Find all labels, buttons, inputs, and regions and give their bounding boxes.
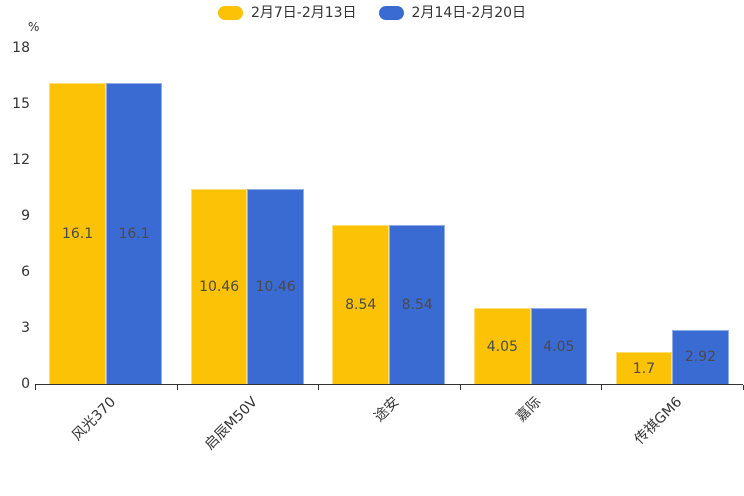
y-tick-label: 0 (21, 376, 30, 392)
y-axis-unit-label: % (28, 20, 40, 34)
bar-value-label: 2.92 (684, 349, 716, 366)
bar-series-1-3: 4.05 (530, 308, 588, 384)
bar-series-1-2: 8.54 (388, 224, 446, 384)
legend-swatch-icon (378, 6, 404, 20)
bar-value-label: 16.1 (61, 226, 94, 243)
x-tick-mark (35, 385, 36, 390)
y-tick-label: 15 (12, 96, 30, 112)
bar-value-label: 16.1 (118, 226, 150, 243)
x-category-label: 嘉际 (512, 394, 545, 426)
bar-series-1-0: 16.1 (105, 83, 163, 384)
y-tick-label: 18 (12, 40, 30, 56)
bar-value-label: 4.05 (486, 338, 518, 355)
bar-series-1-1: 10.46 (247, 188, 304, 384)
y-tick-label: 9 (21, 208, 30, 224)
legend-label: 2月14日-2月20日 (411, 5, 527, 21)
bar-value-label: 4.05 (543, 338, 575, 355)
x-category-label: 途安 (371, 394, 403, 426)
legend-item-series-0[interactable]: 2月7日-2月13日 (217, 5, 357, 21)
bar-value-label: 10.46 (199, 278, 240, 295)
bar-series-1-4: 2.92 (672, 329, 729, 384)
bar-value-label: 8.54 (345, 296, 377, 313)
plot-area: 16.1 16.1 10.46 10.46 8.54 8.54 4.05 4.05 1.7 2.9… (35, 48, 743, 384)
legend-swatch-icon (217, 6, 243, 20)
x-tick-mark (459, 385, 461, 390)
bar-series-0-4: 1.7 (615, 352, 673, 384)
legend: 2月7日-2月13日 2月14日-2月20日 (0, 6, 744, 20)
bar-group-3: 4.05 4.05 (460, 48, 602, 384)
bar-series-0-0: 16.1 (49, 83, 106, 384)
y-tick-label: 12 (12, 152, 30, 168)
y-tick-label: 3 (21, 320, 30, 336)
bar-series-0-3: 4.05 (474, 308, 531, 384)
bar-value-label: 10.46 (255, 278, 296, 295)
bar-group-1: 10.46 10.46 (177, 48, 319, 384)
bar-value-label: 8.54 (401, 296, 433, 313)
bar-group-4: 1.7 2.92 (601, 48, 743, 384)
bar-series-0-1: 10.46 (190, 188, 248, 384)
bar-group-2: 8.54 8.54 (318, 48, 460, 384)
x-tick-mark (176, 385, 178, 390)
x-tick-mark (318, 385, 320, 390)
y-tick-label: 6 (21, 264, 30, 280)
x-category-label: 启辰M50V (201, 394, 261, 454)
x-axis-line (35, 384, 743, 385)
legend-label: 2月7日-2月13日 (250, 5, 357, 21)
x-category-label: 传祺GM6 (631, 394, 686, 448)
x-tick-mark (601, 385, 603, 390)
legend-item-series-1[interactable]: 2月14日-2月20日 (378, 5, 527, 21)
bar-value-label: 1.7 (632, 360, 656, 377)
bar-series-0-2: 8.54 (332, 224, 389, 384)
bar-group-0: 16.1 16.1 (35, 48, 177, 384)
x-category-label: 风光370 (69, 394, 120, 445)
